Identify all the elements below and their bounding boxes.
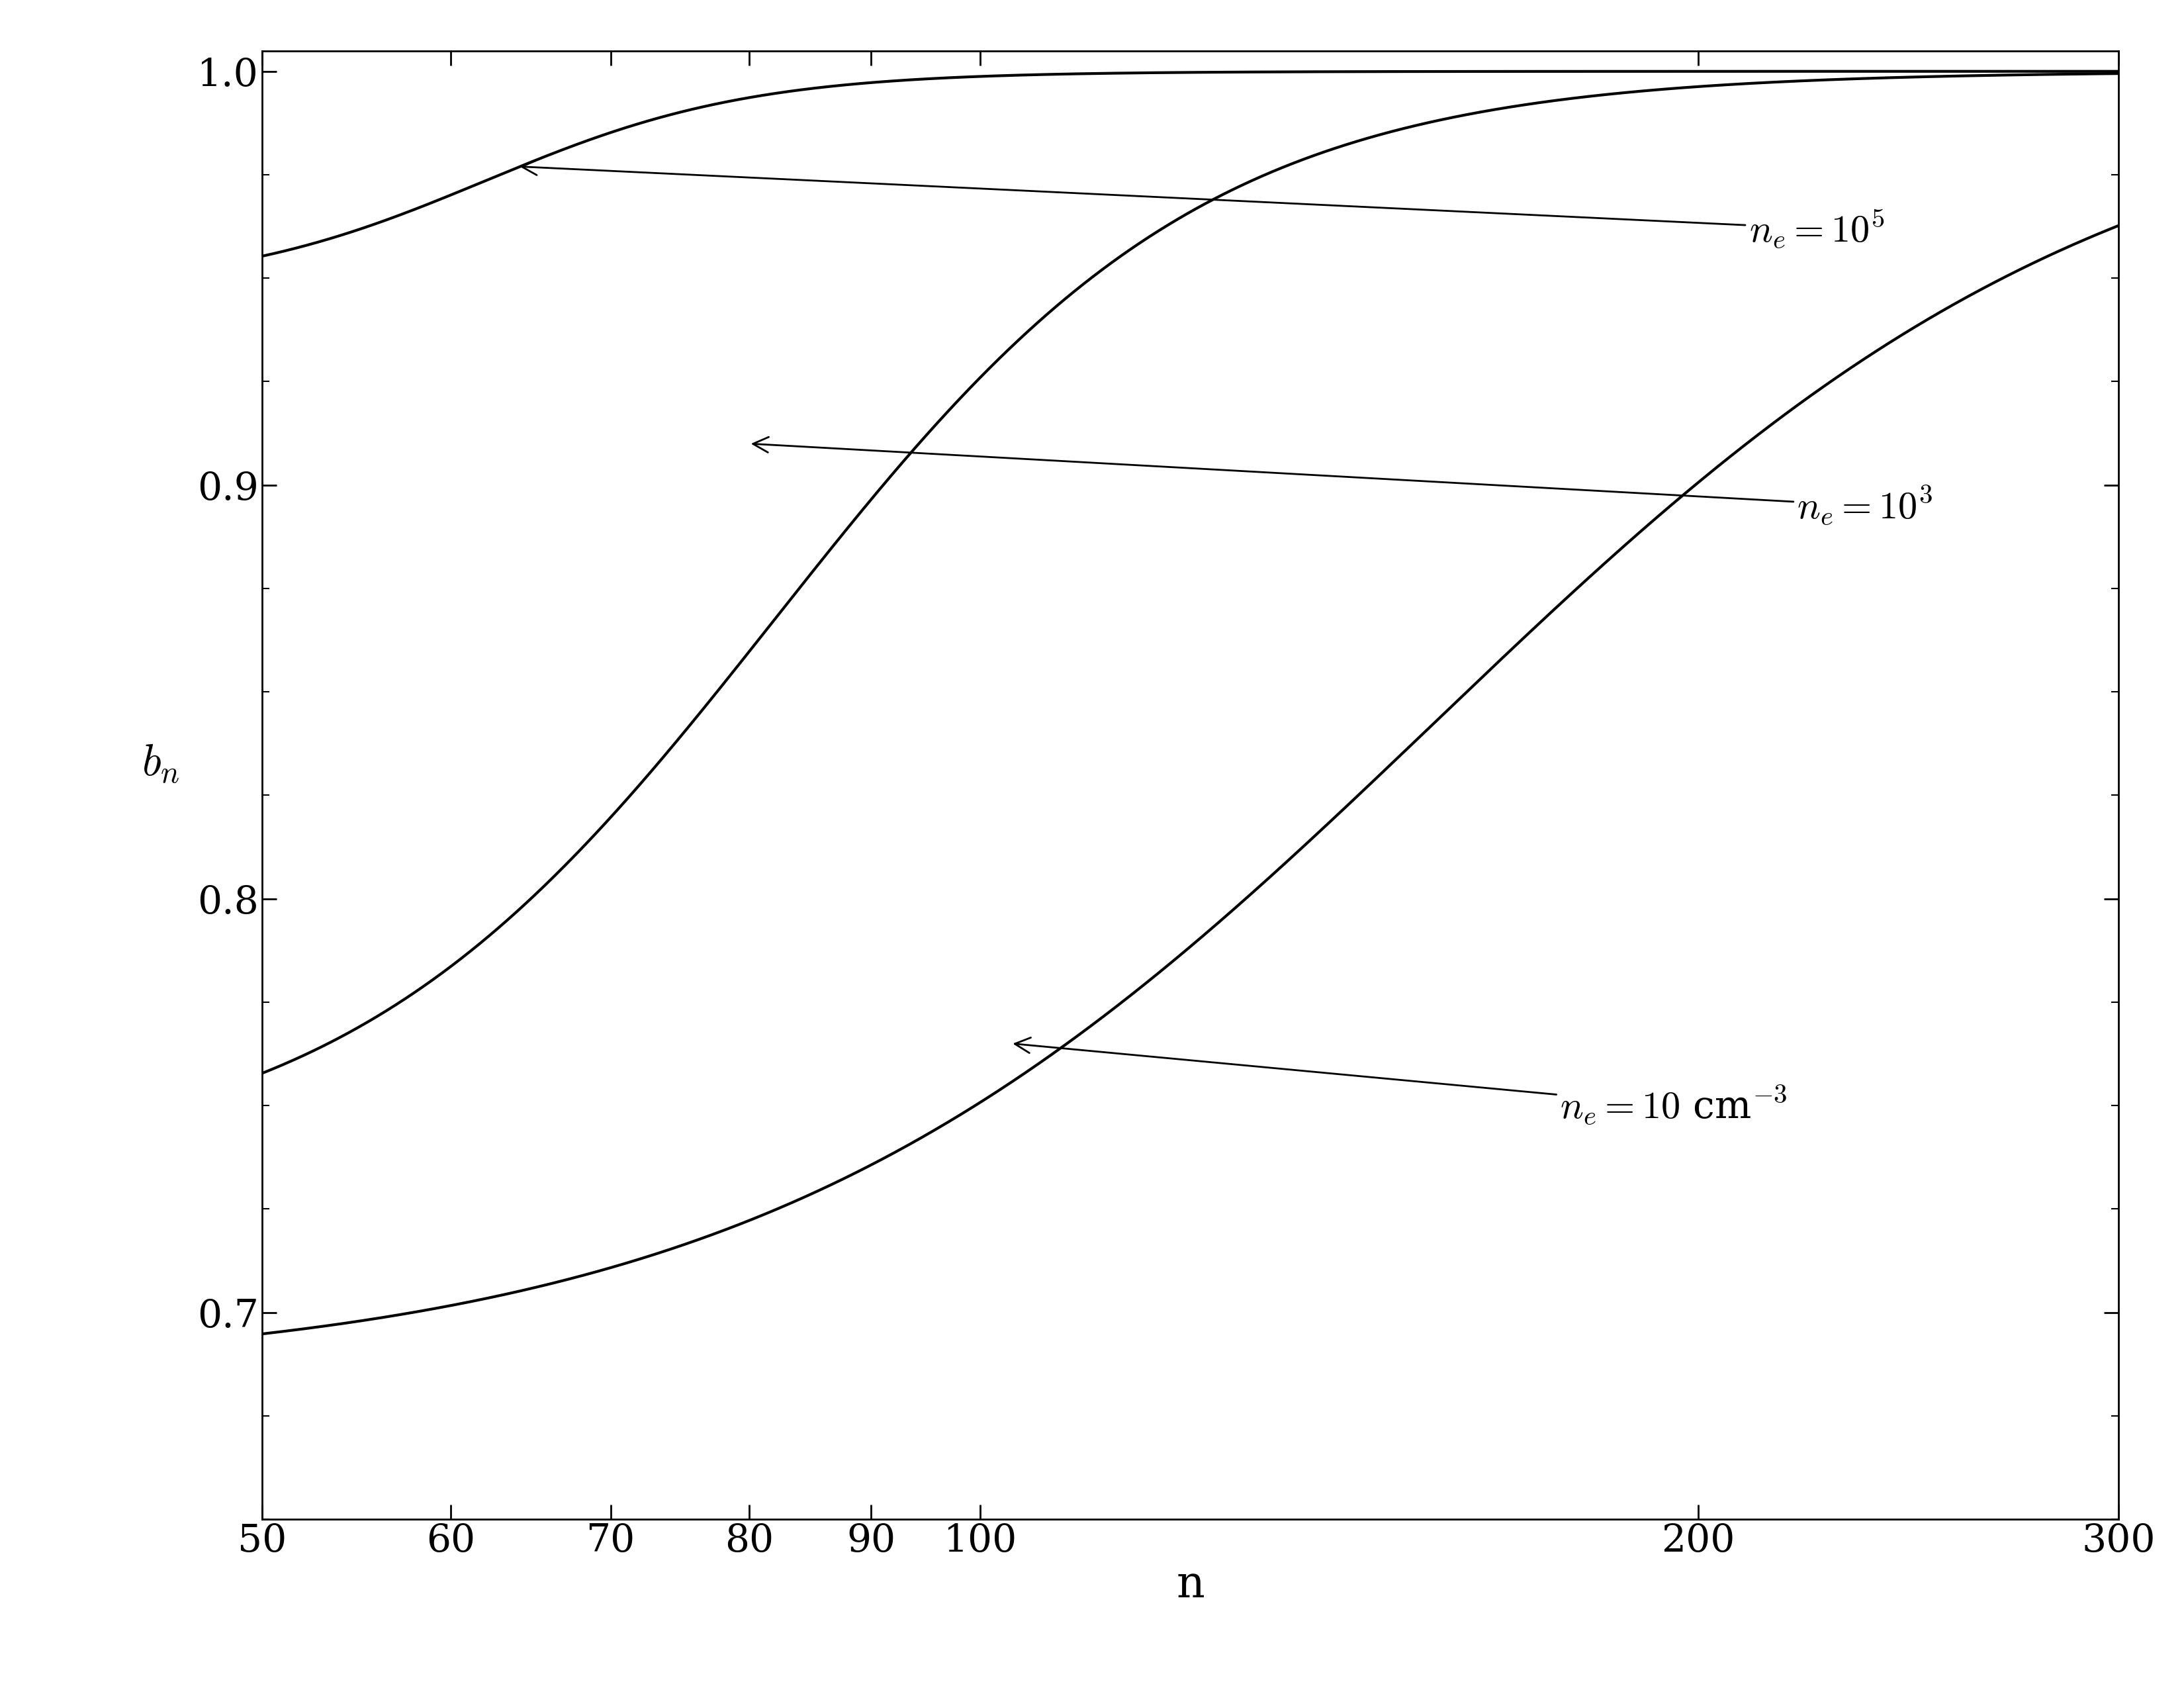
Text: $n_e=10^3$: $n_e=10^3$ — [753, 437, 1933, 527]
Text: $n_e=10^5$: $n_e=10^5$ — [522, 160, 1885, 250]
Y-axis label: $b_n$: $b_n$ — [142, 741, 179, 785]
X-axis label: n: n — [1177, 1563, 1203, 1607]
Text: $n_e=10$ cm$^{-3}$: $n_e=10$ cm$^{-3}$ — [1016, 1038, 1787, 1128]
